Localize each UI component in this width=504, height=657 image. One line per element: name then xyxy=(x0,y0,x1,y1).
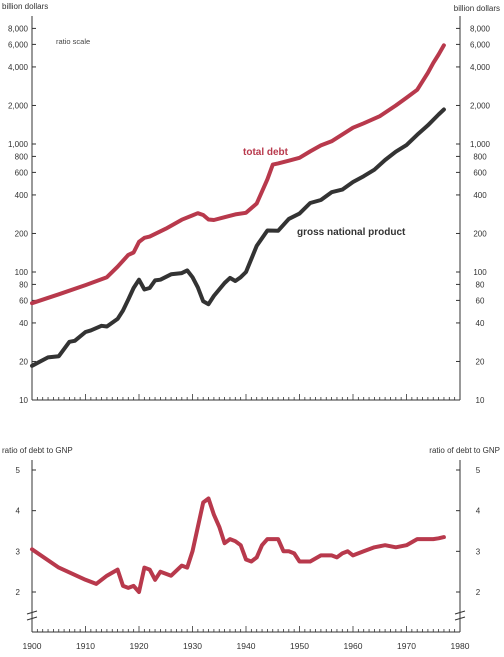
top-y-tick-label-right: 600 xyxy=(473,168,487,177)
top-left-axis-title: billion dollars xyxy=(2,2,48,11)
top-y-tick-label-left: 40 xyxy=(19,319,28,328)
top-y-tick-label-right: 6,000 xyxy=(470,40,491,49)
x-tick-label: 1950 xyxy=(290,641,309,651)
top-y-tick-label-right: 800 xyxy=(473,152,487,161)
top-series xyxy=(30,43,446,368)
top-y-tick-label-left: 2,000 xyxy=(8,101,29,110)
top-y-tick-label-right: 8,000 xyxy=(470,24,491,33)
top-y-tick-label-right: 40 xyxy=(476,319,485,328)
top-y-tick-label-left: 400 xyxy=(15,191,29,200)
total-debt-line xyxy=(30,43,446,306)
x-tick-label: 1910 xyxy=(76,641,95,651)
top-y-tick-label-left: 200 xyxy=(15,229,29,238)
axis-break-right xyxy=(454,610,466,621)
top-y-tick-label-right: 100 xyxy=(473,268,487,277)
bottom-y-tick-label-left: 5 xyxy=(16,466,21,475)
x-tick-label: 1960 xyxy=(344,641,363,651)
bottom-series xyxy=(30,496,446,594)
bottom-x-ticks: 1900 1910 1920 1930 1940 1950 1960 1970 1980 xyxy=(23,626,470,651)
x-tick-label: 1970 xyxy=(397,641,416,651)
scale-note: ratio scale xyxy=(56,37,90,46)
top-y-tick-label-right: 400 xyxy=(473,191,487,200)
top-right-axis-title: billion dollars xyxy=(454,4,500,13)
total-debt-label: total debt xyxy=(243,147,289,158)
top-y-tick-label-left: 1,000 xyxy=(8,140,29,149)
top-chart: billion dollars billion dollars ratio sc… xyxy=(2,2,500,405)
x-tick-label: 1920 xyxy=(130,641,149,651)
x-tick-label: 1930 xyxy=(183,641,202,651)
gnp-line xyxy=(30,107,446,368)
gnp-label: gross national product xyxy=(297,227,406,238)
top-y-tick-label-left: 80 xyxy=(19,280,28,289)
top-y-tick-label-left: 60 xyxy=(19,296,28,305)
top-x-minor-ticks xyxy=(31,394,461,400)
bottom-y-tick-label-left: 4 xyxy=(16,507,21,516)
axis-break-left xyxy=(26,610,38,621)
top-y-tick-label-right: 1,000 xyxy=(470,140,491,149)
top-y-tick-label-right: 2,000 xyxy=(470,101,491,110)
bottom-y-tick-label-right: 5 xyxy=(476,466,481,475)
x-tick-label: 1900 xyxy=(23,641,42,651)
x-tick-label: 1940 xyxy=(237,641,256,651)
bottom-y-tick-label-left: 2 xyxy=(16,588,21,597)
debt-to-gnp-ratio-line xyxy=(30,496,446,594)
top-y-tick-label-right: 60 xyxy=(476,296,485,305)
top-y-tick-label-left: 8,000 xyxy=(8,24,29,33)
top-y-tick-label-right: 10 xyxy=(476,396,485,405)
top-y-tick-label-left: 4,000 xyxy=(8,63,29,72)
top-y-tick-label-left: 100 xyxy=(15,268,29,277)
bottom-chart: ratio of debt to GNP ratio of debt to GN… xyxy=(2,446,500,651)
bottom-y-tick-label-left: 3 xyxy=(16,547,21,556)
bottom-y-tick-label-right: 4 xyxy=(476,507,481,516)
top-y-tick-label-right: 200 xyxy=(473,229,487,238)
bottom-y-tick-label-right: 3 xyxy=(476,547,481,556)
bottom-y-tick-label-right: 2 xyxy=(476,588,481,597)
top-y-tick-label-left: 20 xyxy=(19,357,28,366)
top-y-tick-label-left: 800 xyxy=(15,152,29,161)
top-y-tick-label-left: 10 xyxy=(19,396,28,405)
bottom-right-axis-title: ratio of debt to GNP xyxy=(429,446,500,455)
top-y-tick-label-left: 600 xyxy=(15,168,29,177)
x-tick-label: 1980 xyxy=(451,641,470,651)
bottom-y-ticks: 2 2 3 3 4 4 5 5 xyxy=(16,466,481,597)
top-y-tick-label-left: 6,000 xyxy=(8,40,29,49)
top-y-tick-label-right: 80 xyxy=(476,280,485,289)
bottom-left-axis-title: ratio of debt to GNP xyxy=(2,446,73,455)
top-y-ticks: 10 10 20 20 40 40 60 60 80 80 100 100 200 200 400 400 60… xyxy=(8,24,491,405)
top-y-tick-label-right: 20 xyxy=(476,357,485,366)
top-y-tick-label-right: 4,000 xyxy=(470,63,491,72)
